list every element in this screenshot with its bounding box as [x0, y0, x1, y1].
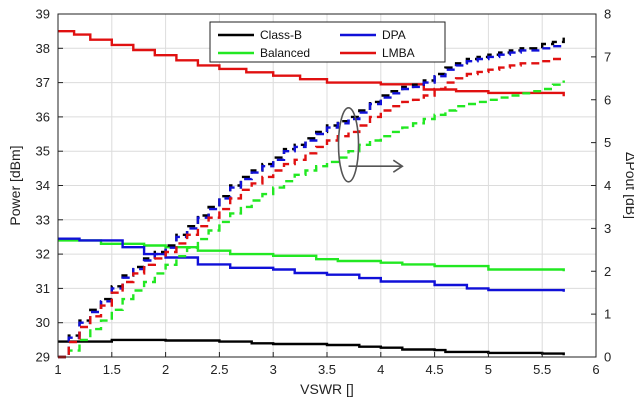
x-tick-label: 1.5	[103, 362, 121, 377]
y-left-tick-label: 29	[36, 350, 50, 365]
series-dpa-power-line	[58, 237, 565, 292]
series-layer	[58, 30, 565, 359]
x-tick-label: 3.5	[318, 362, 336, 377]
y-left-tick-label: 30	[36, 315, 50, 330]
x-tick-label: 4.5	[426, 362, 444, 377]
series-balanced-power-line	[58, 239, 565, 272]
x-tick-label: 2.5	[210, 362, 228, 377]
x-tick-label: 3	[270, 362, 277, 377]
annotation-arrow-head	[392, 159, 404, 173]
x-tick-label: 4	[377, 362, 384, 377]
ticks-layer: 1 1.5 2 2.5 3 3.5 4 4.5 5 5.5 62930313233343536373…	[36, 7, 612, 378]
legend-label-lmba: LMBA	[382, 46, 415, 60]
y-right-tick-label: 3	[604, 221, 611, 236]
series-dpa-delta-pout-line	[58, 44, 565, 359]
y-right-tick-label: 5	[604, 135, 611, 150]
legend-label-class-b: Class-B	[260, 28, 302, 42]
legend: Class-B DPA Balanced LMBA	[209, 21, 446, 63]
y-right-tick-label: 0	[604, 350, 611, 365]
legend-label-balanced: Balanced	[260, 46, 310, 60]
y-right-tick-label: 8	[604, 7, 611, 22]
y-left-tick-label: 36	[36, 109, 50, 124]
y-axis-left-title: Power [dBm]	[7, 145, 23, 225]
y-left-tick-label: 33	[36, 212, 50, 227]
y-left-tick-label: 35	[36, 144, 50, 159]
y-left-tick-label: 37	[36, 75, 50, 90]
annotation-layer	[337, 106, 404, 183]
y-left-tick-label: 32	[36, 247, 50, 262]
x-axis-title: VSWR []	[300, 381, 354, 397]
annotation-ellipse	[337, 106, 360, 183]
legend-label-dpa: DPA	[382, 28, 406, 42]
x-tick-label: 1	[54, 362, 61, 377]
y-left-tick-label: 31	[36, 281, 50, 296]
x-tick-label: 5	[485, 362, 492, 377]
x-tick-label: 5.5	[533, 362, 551, 377]
y-right-tick-label: 1	[604, 307, 611, 322]
y-right-tick-label: 4	[604, 178, 611, 193]
y-right-tick-label: 2	[604, 264, 611, 279]
y-right-tick-label: 7	[604, 49, 611, 64]
x-tick-label: 6	[592, 362, 599, 377]
series-lmba-delta-pout-line	[58, 56, 565, 359]
y-right-tick-label: 6	[604, 92, 611, 107]
x-tick-label: 2	[162, 362, 169, 377]
y-left-tick-label: 34	[36, 178, 50, 193]
y-left-tick-label: 39	[36, 7, 50, 22]
series-balanced-delta-pout-line	[58, 80, 565, 359]
y-left-tick-label: 38	[36, 41, 50, 56]
y-axis-right-title: ΔPout [dB]	[623, 152, 634, 219]
legend-box	[209, 21, 446, 63]
